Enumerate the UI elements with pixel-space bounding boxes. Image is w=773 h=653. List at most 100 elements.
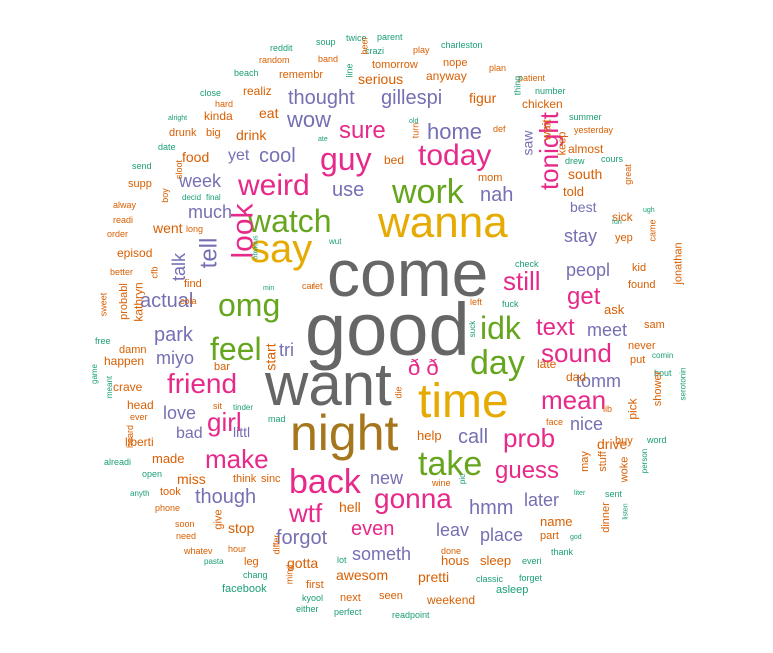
word-eat: eat xyxy=(259,105,279,121)
word-pretti: pretti xyxy=(418,569,450,585)
word-fuck: fuck xyxy=(502,299,519,309)
word-pasta: pasta xyxy=(204,557,224,566)
word-twice: twice xyxy=(346,33,367,43)
word-charleston: charleston xyxy=(441,40,483,50)
word-everi: everi xyxy=(522,556,542,566)
word-omg: omg xyxy=(218,287,281,323)
word-late: late xyxy=(537,357,557,371)
word-day: day xyxy=(470,344,525,382)
word-patient: patient xyxy=(518,73,546,83)
word--: ð ð xyxy=(408,355,439,380)
word-person: person xyxy=(640,448,650,474)
word-girl: girl xyxy=(207,407,242,437)
word-kyool: kyool xyxy=(302,593,324,603)
word-pic: pic xyxy=(458,473,468,485)
word-wut: wut xyxy=(329,237,342,246)
word-stop: stop xyxy=(228,520,255,536)
word-work: work xyxy=(392,173,464,211)
word-ate: ate xyxy=(318,136,328,143)
word-car: car xyxy=(302,281,315,291)
word-feel: feel xyxy=(210,331,262,367)
word-yep: yep xyxy=(615,232,633,244)
word-make: make xyxy=(205,444,269,474)
word-realiz: realiz xyxy=(243,84,272,98)
word-came: came xyxy=(647,219,658,242)
word-bed: bed xyxy=(384,153,405,167)
word-final: final xyxy=(206,193,221,202)
word-stay: stay xyxy=(564,226,598,246)
word-random: random xyxy=(259,55,290,65)
word-tomorrow: tomorrow xyxy=(372,59,418,71)
word-tell: tell xyxy=(195,237,223,269)
word-use: use xyxy=(332,179,365,201)
word-either: either xyxy=(296,604,319,614)
word-probabl: probabl xyxy=(117,283,130,320)
word-part: part xyxy=(540,530,559,542)
word-best: best xyxy=(570,199,597,215)
word-told: told xyxy=(563,184,584,199)
word-close: close xyxy=(200,88,222,98)
word-hell: hell xyxy=(339,499,361,515)
word-take: take xyxy=(418,445,483,483)
word-yesterday: yesterday xyxy=(574,125,614,135)
word-line: line xyxy=(344,63,355,78)
word-week: week xyxy=(179,171,222,191)
word-cola: cola xyxy=(180,296,197,306)
word-dinner: dinner xyxy=(599,502,612,533)
word-food: food xyxy=(182,149,210,165)
word-never: never xyxy=(628,340,656,352)
word-awesom: awesom xyxy=(336,567,389,583)
word-date: date xyxy=(158,142,176,152)
word-love: love xyxy=(163,403,197,423)
word-lib: lib xyxy=(603,404,613,414)
word-long: long xyxy=(186,224,204,234)
word-sleep: sleep xyxy=(480,553,512,568)
word-supp: supp xyxy=(128,178,152,190)
word-almost: almost xyxy=(568,142,604,156)
word-gotta: gotta xyxy=(287,555,319,571)
word-chang: chang xyxy=(243,570,268,580)
word-comin: comin xyxy=(652,351,674,360)
word-drive: drive xyxy=(597,436,628,452)
word-give: give xyxy=(212,509,225,530)
word-though: though xyxy=(195,486,257,508)
word-fun: fun xyxy=(612,219,622,226)
word-prob: prob xyxy=(503,423,556,453)
word-facebook: facebook xyxy=(222,583,267,595)
word-damn: damn xyxy=(119,344,147,356)
word-good: good xyxy=(305,288,470,371)
word-woke: woke xyxy=(618,456,631,483)
word-alright: alright xyxy=(168,115,188,122)
word-tomm: tomm xyxy=(576,371,621,391)
word-wait: wait xyxy=(539,119,554,141)
word-shower: shower xyxy=(652,370,665,407)
word-sam: sam xyxy=(644,319,665,331)
word-lot: lot xyxy=(337,555,347,565)
word-leg: leg xyxy=(244,556,259,568)
word-cool: cool xyxy=(259,145,296,167)
word-liberti: liberti xyxy=(125,435,154,449)
word-wow: wow xyxy=(287,107,332,132)
word-talk: talk xyxy=(169,252,190,282)
word-still: still xyxy=(503,266,541,296)
word-left: left xyxy=(470,297,483,307)
word-yet: yet xyxy=(228,147,250,164)
word-mean: mean xyxy=(541,385,607,415)
word-soon: soon xyxy=(175,519,195,529)
word-think: think xyxy=(233,473,257,485)
word-beach: beach xyxy=(234,68,259,78)
word-figur: figur xyxy=(469,90,497,106)
word-idk: idk xyxy=(480,310,521,346)
word-band: band xyxy=(318,54,339,64)
word-serious: serious xyxy=(358,71,404,87)
word-watch: watch xyxy=(248,203,332,239)
word-south: south xyxy=(568,166,603,182)
word-great: great xyxy=(622,164,633,185)
word-jonathan: jonathan xyxy=(672,242,685,285)
word-turn: turn xyxy=(410,122,421,139)
word-anyth: anyth xyxy=(130,489,150,498)
word-kid: kid xyxy=(632,262,647,274)
word-find: find xyxy=(184,278,202,290)
word-hmm: hmm xyxy=(469,497,514,519)
word-classic: classic xyxy=(476,574,504,584)
